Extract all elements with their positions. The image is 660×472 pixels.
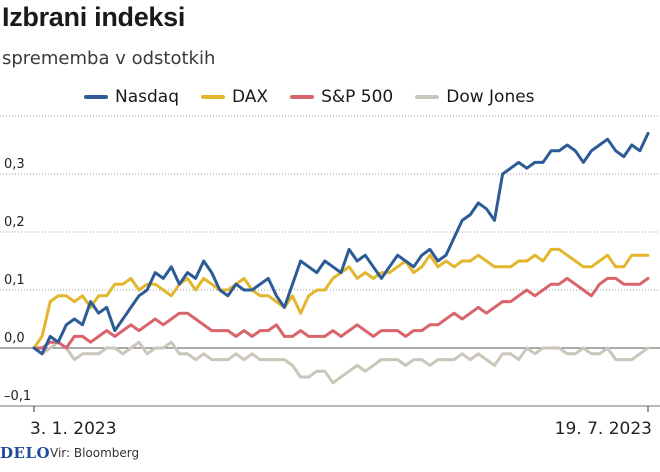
- y-tick-label: 0,1: [4, 273, 25, 288]
- legend-label-sp500: S&P 500: [321, 87, 394, 107]
- y-tick-label: 0,3: [4, 157, 25, 172]
- legend-swatch-dax: [201, 95, 225, 99]
- legend: Nasdaq DAX S&P 500 Dow Jones: [84, 86, 557, 108]
- footer: DELO Vir: Bloomberg: [0, 444, 660, 464]
- series-line-sp500: [32, 276, 650, 350]
- legend-item-dowjones: Dow Jones: [415, 87, 535, 107]
- legend-item-nasdaq: Nasdaq: [84, 87, 179, 107]
- legend-swatch-nasdaq: [84, 95, 108, 99]
- chart-subtitle: sprememba v odstotkih: [2, 48, 216, 69]
- y-tick-label: 0,0: [4, 331, 25, 346]
- legend-swatch-dowjones: [415, 95, 440, 99]
- y-tick-label: –0,1: [4, 389, 31, 404]
- legend-item-sp500: S&P 500: [290, 87, 393, 107]
- x-tick-label: 19. 7. 2023: [555, 419, 652, 439]
- y-tick-label: 0,2: [4, 215, 25, 230]
- legend-label-dowjones: Dow Jones: [446, 87, 535, 107]
- source-label: Vir: Bloomberg: [50, 446, 140, 460]
- chart-title: Izbrani indeksi: [2, 2, 186, 32]
- series-line-nasdaq: [32, 131, 650, 356]
- line-chart: –0,1 0,0 0,1 0,2 0,3 3. 1. 2023 19. 7. 2023: [0, 115, 660, 439]
- x-tick-label: 3. 1. 2023: [30, 419, 117, 439]
- delo-logo: DELO: [0, 444, 51, 462]
- series-line-dax: [32, 247, 650, 350]
- legend-item-dax: DAX: [201, 87, 268, 107]
- legend-label-dax: DAX: [232, 87, 269, 107]
- series-line-dowjones: [32, 340, 650, 385]
- legend-label-nasdaq: Nasdaq: [115, 87, 179, 107]
- legend-swatch-sp500: [290, 95, 315, 99]
